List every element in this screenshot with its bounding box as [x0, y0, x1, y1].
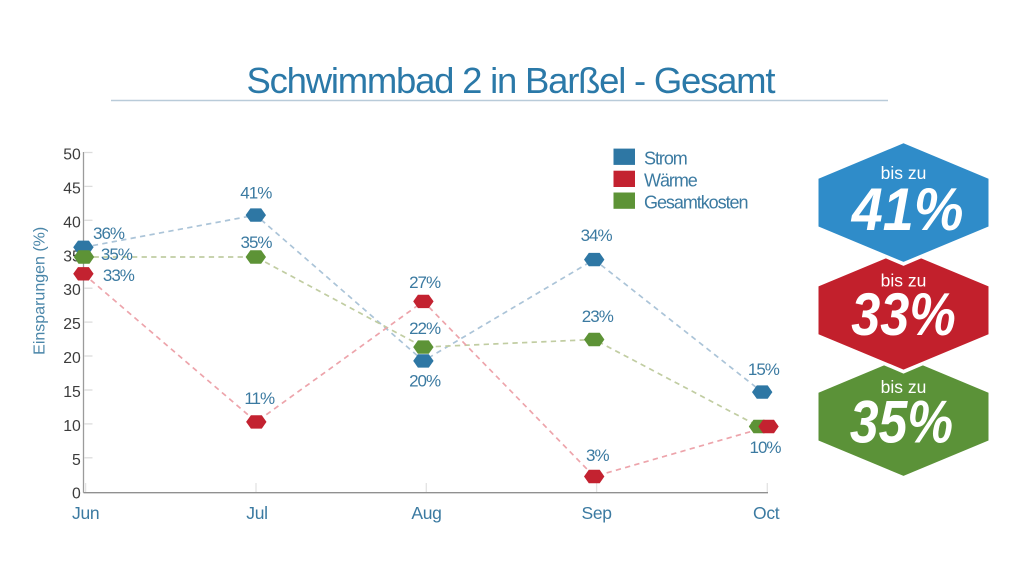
svg-text:10: 10: [63, 418, 81, 435]
svg-text:35: 35: [63, 248, 81, 265]
svg-text:22%: 22%: [409, 319, 441, 338]
svg-text:10%: 10%: [749, 438, 781, 457]
svg-text:Strom: Strom: [644, 148, 687, 168]
svg-text:5: 5: [72, 452, 81, 469]
svg-text:45: 45: [63, 180, 81, 197]
svg-text:30: 30: [63, 282, 81, 299]
svg-text:34%: 34%: [581, 226, 613, 245]
svg-text:Oct: Oct: [753, 503, 780, 523]
svg-text:Gesamtkosten: Gesamtkosten: [644, 193, 747, 213]
svg-text:33%: 33%: [851, 281, 956, 348]
svg-text:23%: 23%: [582, 307, 614, 326]
svg-text:35%: 35%: [240, 233, 272, 252]
svg-text:35%: 35%: [850, 388, 953, 455]
svg-text:Schwimmbad 2 in Barßel - Gesam: Schwimmbad 2 in Barßel - Gesamt: [247, 60, 776, 101]
svg-text:bis zu: bis zu: [881, 163, 927, 183]
svg-text:50: 50: [63, 147, 81, 164]
svg-text:Jul: Jul: [246, 503, 267, 523]
svg-text:41%: 41%: [851, 176, 964, 243]
svg-text:15: 15: [63, 384, 81, 401]
svg-text:20%: 20%: [409, 372, 441, 391]
svg-text:36%: 36%: [93, 224, 125, 243]
svg-text:3%: 3%: [586, 446, 609, 465]
svg-text:Wärme: Wärme: [644, 170, 698, 190]
svg-text:41%: 41%: [240, 184, 272, 203]
svg-text:25: 25: [63, 316, 81, 333]
svg-text:Aug: Aug: [411, 503, 441, 523]
svg-text:Einsparungen (%): Einsparungen (%): [32, 227, 49, 355]
svg-text:40: 40: [63, 214, 81, 231]
svg-text:Sep: Sep: [581, 503, 611, 523]
svg-text:27%: 27%: [409, 273, 441, 292]
svg-text:11%: 11%: [244, 389, 275, 408]
svg-text:33%: 33%: [103, 266, 135, 285]
svg-text:20: 20: [63, 350, 81, 367]
svg-text:0: 0: [72, 486, 81, 503]
svg-text:15%: 15%: [748, 360, 780, 379]
svg-text:35%: 35%: [101, 245, 133, 264]
svg-text:bis zu: bis zu: [881, 377, 927, 397]
svg-text:Jun: Jun: [72, 503, 99, 523]
svg-text:bis zu: bis zu: [881, 271, 927, 291]
